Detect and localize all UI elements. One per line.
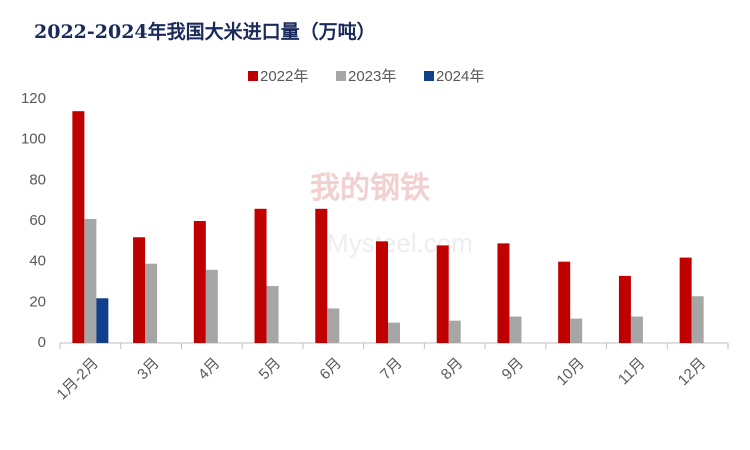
watermark: 我的钢铁 xyxy=(310,172,430,205)
bar xyxy=(145,263,158,343)
bar xyxy=(558,261,571,343)
x-tick-label: 10月 xyxy=(553,355,587,389)
chart-title: 2022-2024年我国大米进口量（万吨） xyxy=(34,20,376,43)
legend-swatch xyxy=(424,71,434,81)
bar xyxy=(315,208,328,343)
y-tick-label: 120 xyxy=(21,90,46,107)
x-tick-label: 6月 xyxy=(316,355,345,384)
legend-label: 2024年 xyxy=(436,68,484,85)
bar xyxy=(630,316,643,343)
legend-swatch xyxy=(336,71,346,81)
y-tick-label: 20 xyxy=(29,293,46,310)
legend-label: 2023年 xyxy=(348,68,396,85)
y-tick-label: 80 xyxy=(29,171,46,188)
x-tick-label: 8月 xyxy=(438,355,467,384)
legend-swatch xyxy=(248,71,258,81)
bar xyxy=(618,275,631,343)
x-tick-label: 9月 xyxy=(499,355,528,384)
y-tick-label: 60 xyxy=(29,212,46,229)
bar xyxy=(96,298,109,343)
watermark: Mysteel.com xyxy=(327,228,473,258)
bar xyxy=(448,320,461,343)
x-tick-label: 1月-2月 xyxy=(53,355,102,404)
bar xyxy=(327,308,340,343)
bar xyxy=(84,218,97,343)
y-tick-label: 0 xyxy=(38,334,46,351)
bar xyxy=(509,316,522,343)
bar xyxy=(570,318,583,343)
x-tick-label: 12月 xyxy=(675,355,709,389)
bar xyxy=(679,257,692,343)
legend-label: 2022年 xyxy=(260,68,308,85)
bar xyxy=(72,111,85,343)
bar xyxy=(376,241,388,343)
x-tick-label: 11月 xyxy=(615,355,649,389)
bar xyxy=(388,322,400,343)
bar xyxy=(205,269,218,343)
x-tick-label: 3月 xyxy=(134,355,163,384)
bar xyxy=(497,243,510,343)
y-tick-label: 100 xyxy=(21,131,46,148)
bar xyxy=(133,237,146,343)
y-tick-label: 40 xyxy=(29,253,46,270)
bar xyxy=(254,208,267,343)
x-tick-label: 7月 xyxy=(377,355,406,384)
bar xyxy=(266,286,279,343)
bar xyxy=(436,245,449,343)
bar xyxy=(193,221,206,343)
bar xyxy=(691,296,704,343)
x-tick-label: 4月 xyxy=(195,355,224,384)
x-tick-label: 5月 xyxy=(256,355,285,384)
